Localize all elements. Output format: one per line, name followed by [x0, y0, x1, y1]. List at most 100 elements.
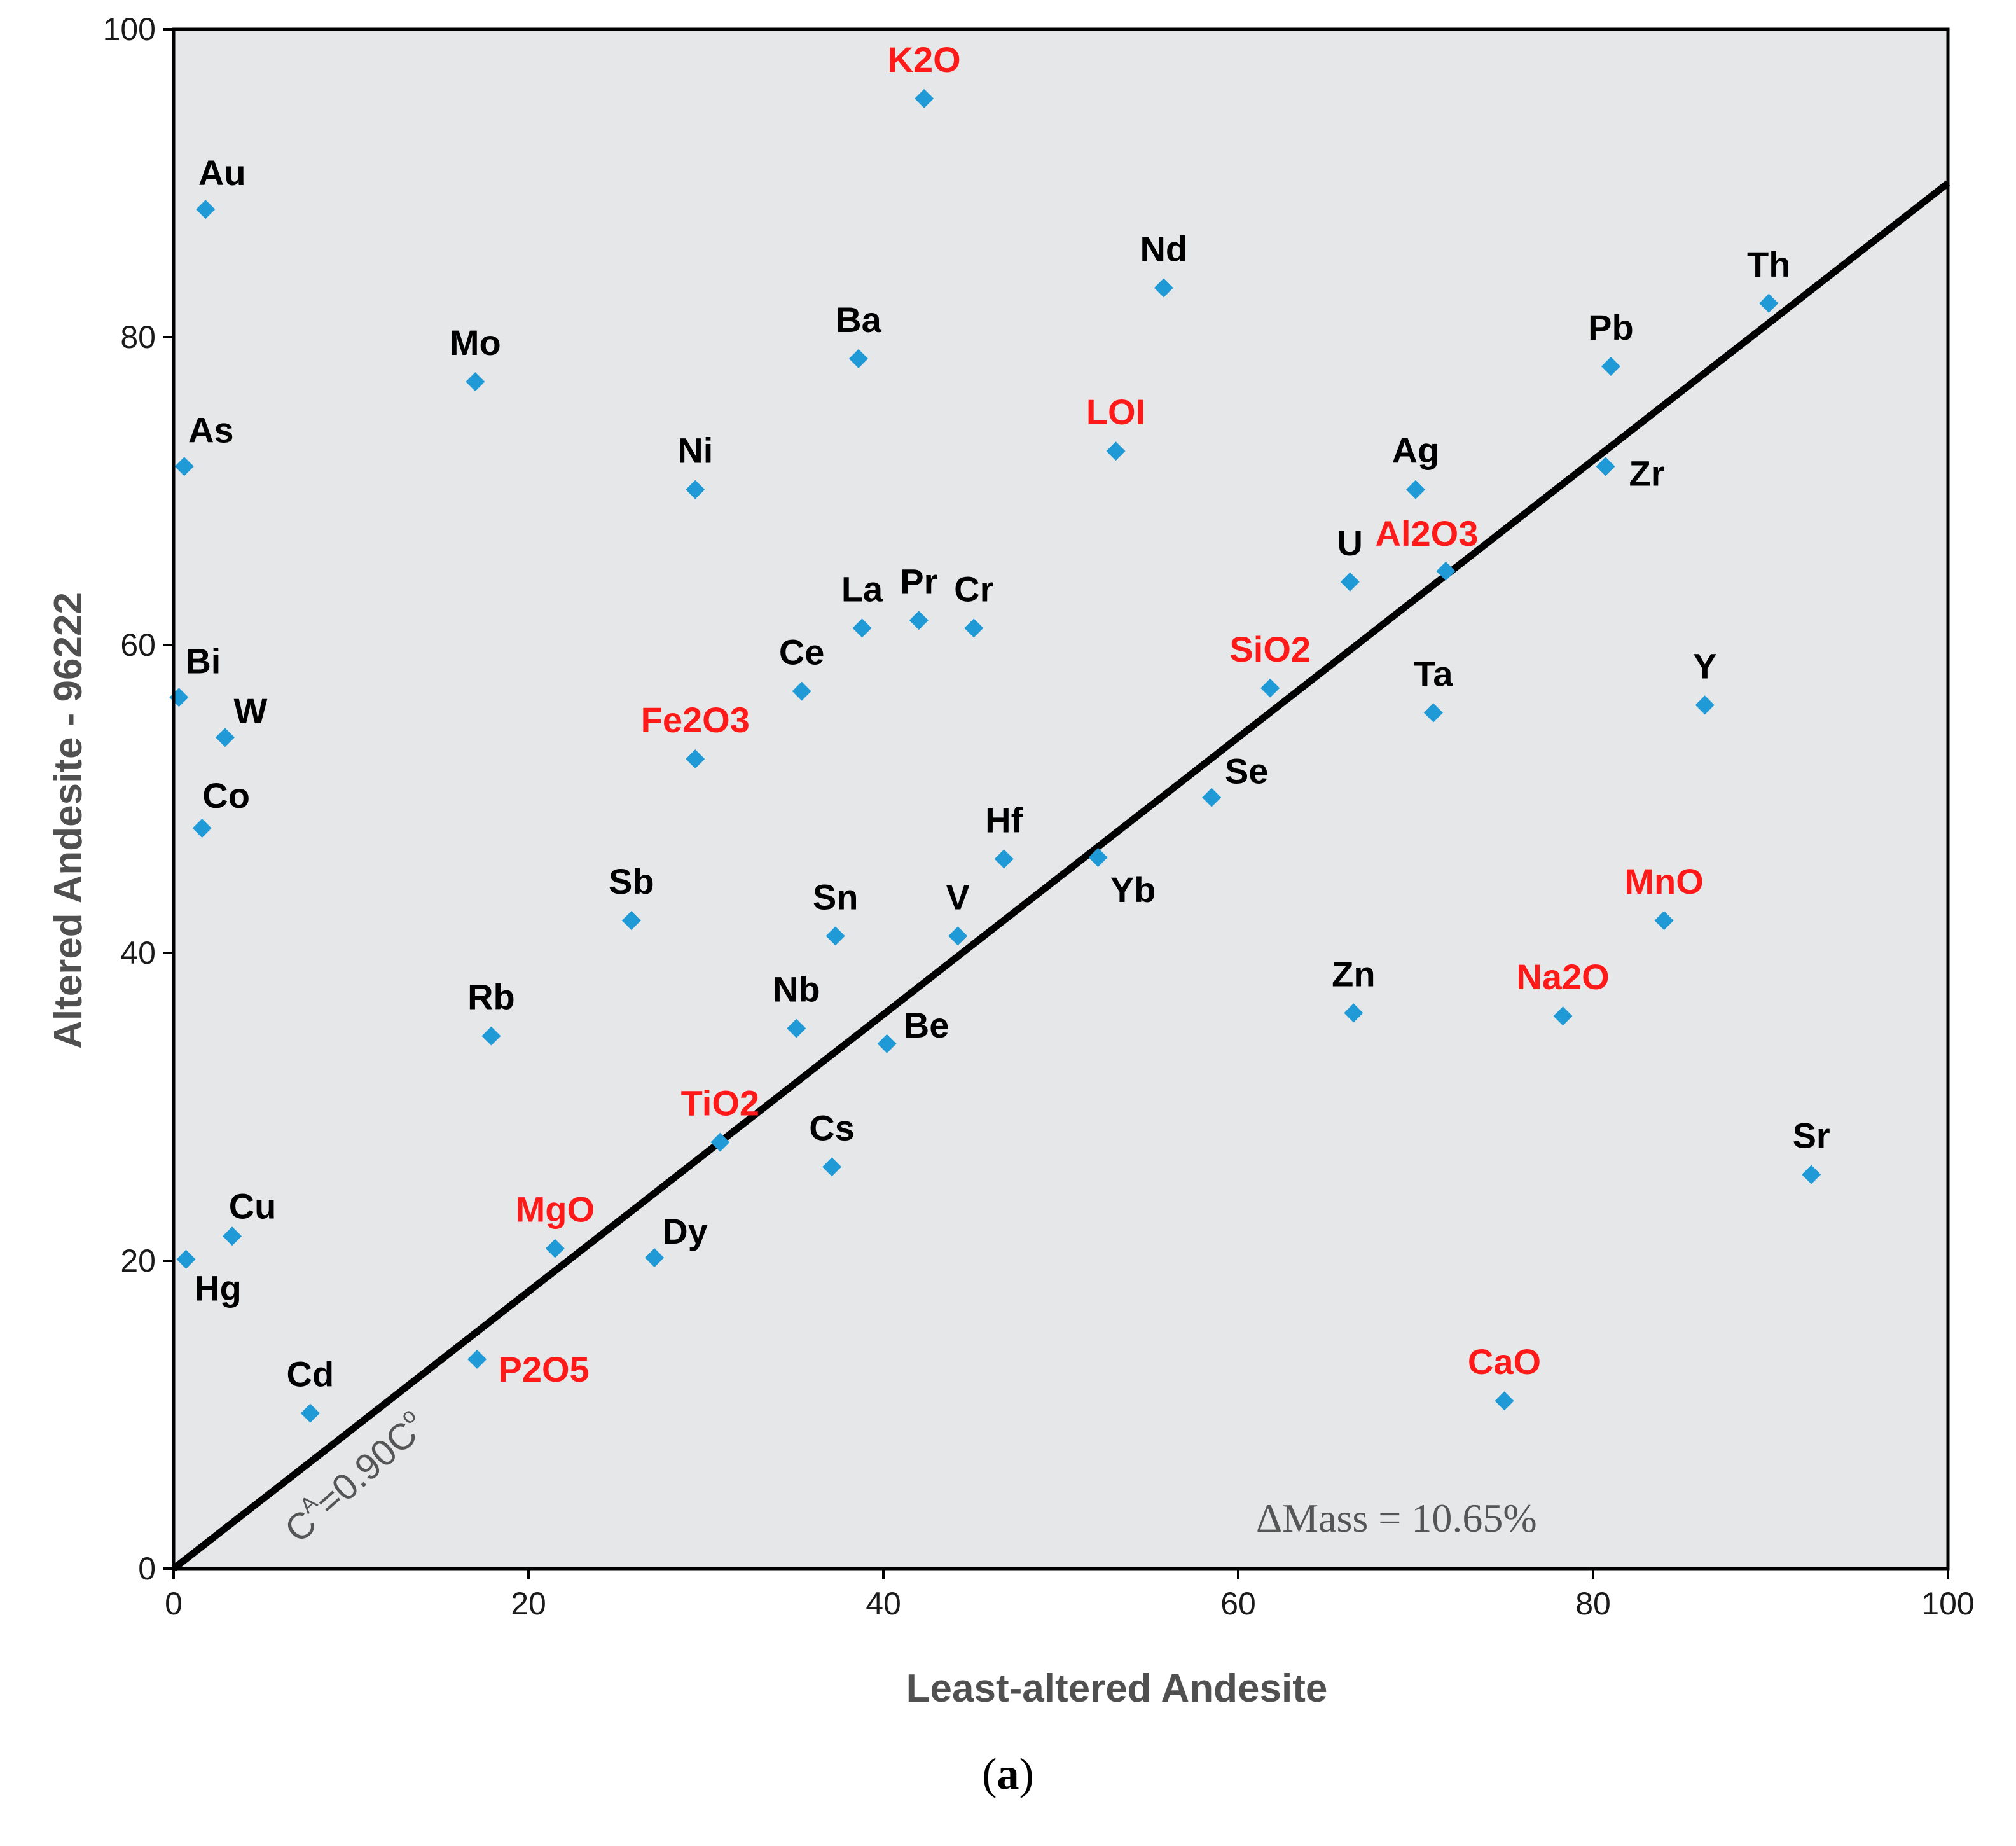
label-ta: Ta	[1414, 653, 1453, 693]
x-axis-title: Least-altered Andesite	[906, 1667, 1328, 1711]
marker-p2o5	[467, 1349, 487, 1369]
label-pb: Pb	[1588, 307, 1634, 347]
marker-w	[215, 728, 235, 747]
label-fe2o3: Fe2O3	[641, 700, 750, 740]
y-tick-label: 60	[120, 627, 156, 663]
label-tio2: TiO2	[681, 1083, 759, 1123]
marker-yb	[1088, 847, 1108, 867]
marker-as	[174, 457, 194, 476]
marker-cr	[964, 618, 984, 638]
marker-loi	[1106, 441, 1126, 461]
marker-th	[1759, 293, 1779, 313]
plot-frame	[172, 27, 1950, 1571]
y-tick-label: 80	[120, 319, 156, 355]
marker-pr	[909, 611, 929, 630]
label-y: Y	[1693, 646, 1716, 686]
marker-u	[1340, 572, 1360, 592]
label-cs: Cs	[809, 1107, 855, 1148]
marker-fe2o3	[686, 749, 705, 769]
marker-zn	[1344, 1003, 1364, 1023]
marker-mo	[466, 372, 485, 392]
label-na2o: Na2O	[1516, 957, 1609, 997]
marker-ni	[686, 480, 705, 499]
marker-cs	[822, 1157, 842, 1177]
marker-nb	[787, 1018, 806, 1038]
x-tick-label: 80	[1575, 1586, 1611, 1621]
x-tick-label: 100	[1921, 1586, 1974, 1621]
label-p2o5: P2O5	[498, 1349, 589, 1389]
x-tick-label: 60	[1220, 1586, 1256, 1621]
label-se: Se	[1225, 751, 1269, 791]
marker-cd	[300, 1403, 320, 1423]
y-axis-title: Altered Andesite - 96222	[46, 592, 90, 1049]
marker-v	[948, 926, 968, 946]
marker-sn	[825, 926, 845, 946]
label-yb: Yb	[1110, 870, 1156, 910]
marker-sio2	[1260, 678, 1280, 698]
y-tick-label: 40	[120, 935, 156, 971]
label-pr: Pr	[900, 561, 937, 601]
marker-zr	[1596, 457, 1615, 476]
label-cd: Cd	[287, 1354, 335, 1394]
marker-be	[877, 1034, 897, 1053]
marker-hg	[176, 1249, 196, 1269]
x-tick-label: 20	[511, 1586, 546, 1621]
label-ce: Ce	[779, 632, 825, 672]
label-cu: Cu	[229, 1186, 277, 1226]
marker-k2o	[915, 88, 934, 108]
marker-cao	[1495, 1391, 1514, 1411]
marker-ag	[1406, 480, 1425, 499]
caption-letter: a	[997, 1750, 1019, 1799]
axes: 0 20 40 60 80 100 0 20 40 60 80 100	[103, 11, 1975, 1621]
label-mno: MnO	[1624, 861, 1703, 901]
marker-mgo	[545, 1239, 565, 1258]
label-sn: Sn	[813, 877, 859, 917]
marker-na2o	[1553, 1006, 1573, 1026]
marker-dy	[645, 1248, 665, 1268]
marker-se	[1202, 788, 1222, 807]
y-tick-label: 20	[120, 1243, 156, 1279]
label-sb: Sb	[609, 861, 654, 901]
y-tick-label: 0	[138, 1551, 156, 1586]
marker-al2o3	[1436, 561, 1456, 581]
label-th: Th	[1747, 244, 1790, 284]
marker-tio2	[710, 1132, 730, 1152]
label-w: W	[233, 691, 267, 731]
fit-line-group	[171, 180, 1950, 1572]
marker-co	[192, 818, 212, 838]
y-tick-label: 100	[103, 11, 156, 47]
label-as: As	[188, 410, 234, 450]
marker-cu	[223, 1226, 242, 1246]
label-loi: LOI	[1086, 392, 1145, 432]
marker-sb	[621, 911, 641, 931]
label-sr: Sr	[1793, 1115, 1830, 1155]
figure-caption: (a)	[982, 1750, 1034, 1799]
x-tick-label: 0	[165, 1586, 183, 1621]
marker-ba	[848, 349, 868, 368]
label-sio2: SiO2	[1229, 629, 1311, 669]
marker-ta	[1423, 703, 1443, 723]
label-la: La	[841, 569, 883, 609]
label-hg: Hg	[194, 1268, 242, 1308]
label-nb: Nb	[773, 969, 820, 1010]
label-zn: Zn	[1332, 954, 1375, 994]
marker-ce	[792, 681, 811, 701]
label-au: Au	[198, 153, 246, 193]
label-hf: Hf	[985, 800, 1023, 840]
label-mo: Mo	[450, 323, 501, 363]
marker-pb	[1601, 356, 1620, 376]
label-ni: Ni	[677, 431, 713, 471]
label-cr: Cr	[954, 569, 993, 609]
x-tick-label: 40	[866, 1586, 901, 1621]
label-v: V	[946, 877, 970, 917]
marker-au	[196, 200, 216, 219]
label-ba: Ba	[836, 300, 881, 340]
label-k2o: K2O	[888, 39, 961, 80]
caption-open: (	[982, 1750, 997, 1799]
label-u: U	[1337, 523, 1363, 563]
label-zr: Zr	[1629, 453, 1665, 493]
label-dy: Dy	[662, 1211, 708, 1251]
label-rb: Rb	[467, 977, 515, 1017]
marker-nd	[1154, 278, 1173, 298]
